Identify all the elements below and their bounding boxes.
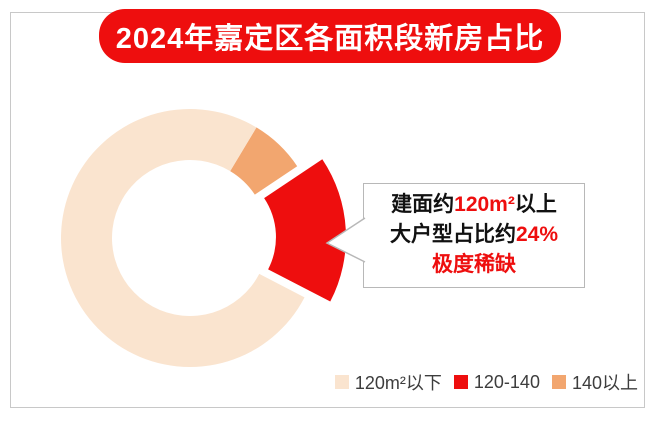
legend-item: 120m²以下 [334, 369, 442, 395]
legend-swatch-120-140 [453, 375, 468, 389]
donut-segment-120m²以下 [61, 109, 305, 368]
callout-text: 以上 [514, 193, 557, 216]
legend-label: 140以上 [571, 373, 638, 393]
callout-bubble: 建面约120m²以上 大户型占比约24% 极度稀缺 [363, 183, 585, 288]
title-banner: 2024年嘉定区各面积段新房占比 [99, 9, 561, 63]
chart-legend: 120m²以下 120-140 140以上 [334, 369, 638, 395]
legend-item: 140以上 [551, 369, 638, 395]
callout-line-2: 大户型占比约24% [364, 220, 584, 250]
callout-line-1: 建面约120m²以上 [364, 190, 584, 220]
callout-tail [325, 217, 366, 263]
legend-label: 120-140 [473, 371, 540, 392]
callout-line-3: 极度稀缺 [432, 253, 516, 276]
callout-text: 建面约 [391, 193, 455, 216]
page-title: 2024年嘉定区各面积段新房占比 [115, 23, 545, 55]
callout-highlight: 24% [515, 223, 559, 246]
donut-segment-140以上 [230, 127, 298, 195]
legend-swatch-below-120 [334, 375, 349, 389]
callout-text: 大户型占比约 [389, 223, 516, 246]
legend-item: 120-140 [453, 371, 540, 393]
donut-segment-120-140 [264, 159, 346, 302]
legend-label: 120m²以下 [354, 373, 442, 393]
legend-swatch-above-140 [551, 375, 566, 389]
callout-highlight: 120m² [454, 193, 515, 216]
